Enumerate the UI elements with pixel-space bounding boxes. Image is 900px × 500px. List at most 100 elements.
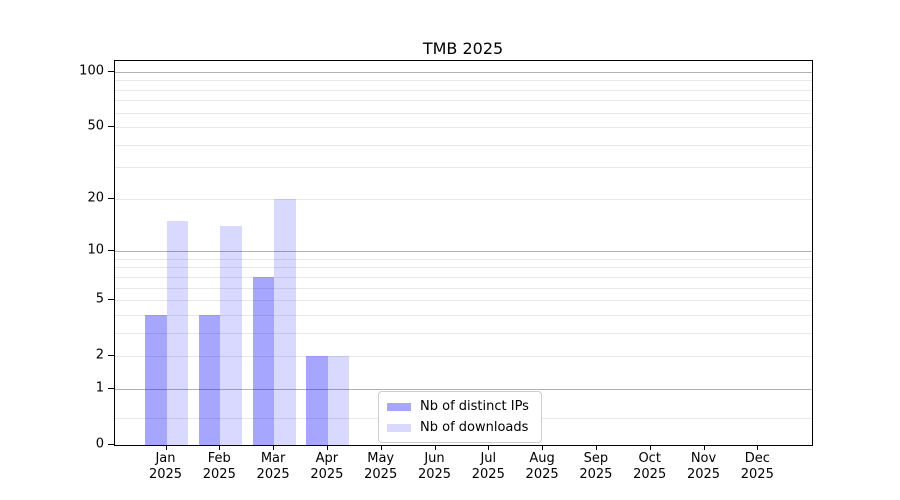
x-tick-year: 2025 xyxy=(525,467,559,482)
y-tick-label: 50 xyxy=(87,118,104,134)
y-tick-label: 2 xyxy=(95,347,104,363)
x-tick-month: Jan xyxy=(155,451,176,466)
x-tick-label: Nov 2025 xyxy=(674,451,734,483)
x-tick-mark xyxy=(595,445,597,450)
legend: Nb of distinct IPs Nb of downloads xyxy=(378,391,542,443)
x-tick-year: 2025 xyxy=(310,467,344,482)
x-tick-label: Jul 2025 xyxy=(458,451,518,483)
x-tick-year: 2025 xyxy=(256,467,290,482)
x-tick-month: Dec xyxy=(744,451,770,466)
x-tick-mark xyxy=(488,445,490,450)
x-tick-mark xyxy=(165,445,167,450)
x-tick-year: 2025 xyxy=(633,467,667,482)
bar-apr-distinct-ips xyxy=(306,356,328,445)
legend-entry: Nb of downloads xyxy=(387,420,529,435)
x-tick-label: Aug 2025 xyxy=(512,451,572,483)
x-tick-month: Mar xyxy=(260,451,286,466)
y-tick-mark xyxy=(108,299,114,301)
x-tick-label: Oct 2025 xyxy=(620,451,680,483)
y-minor-gridline xyxy=(115,80,812,82)
y-major-gridline xyxy=(115,71,812,73)
x-tick-month: Apr xyxy=(315,451,339,466)
x-tick-year: 2025 xyxy=(148,467,183,482)
y-tick-label: 100 xyxy=(79,63,104,79)
x-tick-label: Feb 2025 xyxy=(189,451,249,483)
x-tick-year: 2025 xyxy=(579,467,613,482)
x-tick-mark xyxy=(380,445,382,450)
bar-jan-downloads xyxy=(166,220,188,445)
bar-feb-downloads xyxy=(220,226,242,445)
x-tick-mark xyxy=(757,445,759,450)
x-tick-month: Nov xyxy=(690,451,717,466)
x-tick-label: Dec 2025 xyxy=(727,451,787,483)
x-tick-label: May 2025 xyxy=(351,451,411,483)
legend-entry: Nb of distinct IPs xyxy=(387,399,529,414)
x-tick-mark xyxy=(703,445,705,450)
legend-swatch xyxy=(387,423,411,432)
legend-label: Nb of distinct IPs xyxy=(420,399,529,414)
y-minor-gridline xyxy=(115,314,812,316)
bar-jan-distinct-ips xyxy=(145,314,167,445)
y-major-gridline xyxy=(115,251,812,252)
bar-mar-distinct-ips xyxy=(252,276,275,445)
y-tick-mark xyxy=(108,70,114,72)
x-tick-mark xyxy=(273,445,275,450)
x-tick-month: May xyxy=(367,451,395,466)
y-minor-gridline xyxy=(115,198,812,200)
y-minor-gridline xyxy=(115,276,812,278)
y-minor-gridline xyxy=(115,267,812,269)
x-tick-month: Sep xyxy=(583,451,609,466)
x-tick-mark xyxy=(434,445,436,450)
y-minor-gridline xyxy=(115,100,812,102)
x-tick-month: Aug xyxy=(529,451,555,466)
y-minor-gridline xyxy=(115,356,812,358)
y-minor-gridline xyxy=(115,258,812,260)
y-minor-gridline xyxy=(115,332,812,334)
legend-label: Nb of downloads xyxy=(420,420,529,435)
x-tick-year: 2025 xyxy=(471,467,505,482)
y-tick-mark xyxy=(108,126,114,127)
y-tick-label: 10 xyxy=(87,242,104,258)
bar-feb-distinct-ips xyxy=(198,314,221,445)
x-tick-mark xyxy=(219,445,221,450)
y-minor-gridline xyxy=(115,144,812,146)
x-tick-mark xyxy=(649,445,651,450)
y-major-gridline xyxy=(115,388,812,390)
x-tick-label: Jun 2025 xyxy=(405,451,465,483)
bar-mar-downloads xyxy=(274,198,296,445)
y-minor-gridline xyxy=(115,112,812,114)
x-tick-year: 2025 xyxy=(417,467,452,482)
y-minor-gridline xyxy=(115,167,812,169)
y-tick-label: 1 xyxy=(95,380,104,396)
y-tick-mark xyxy=(108,250,114,251)
plot-area xyxy=(114,60,813,446)
y-minor-gridline xyxy=(115,127,812,128)
x-tick-mark xyxy=(542,445,544,450)
y-tick-mark xyxy=(108,387,114,389)
x-tick-month: Jul xyxy=(480,451,497,466)
y-tick-label: 20 xyxy=(87,190,104,206)
y-tick-label: 5 xyxy=(95,291,104,307)
legend-swatch xyxy=(387,402,411,411)
x-tick-month: Jun xyxy=(424,451,445,466)
y-tick-mark xyxy=(108,444,114,445)
x-tick-label: Apr 2025 xyxy=(297,451,357,483)
x-tick-month: Oct xyxy=(638,451,661,466)
x-tick-year: 2025 xyxy=(740,467,774,482)
x-tick-year: 2025 xyxy=(364,467,398,482)
x-tick-label: Jan 2025 xyxy=(136,451,196,483)
y-tick-mark xyxy=(108,355,114,357)
chart-title: TMB 2025 xyxy=(422,39,504,58)
x-tick-year: 2025 xyxy=(686,467,721,482)
bar-apr-downloads xyxy=(327,356,350,445)
x-tick-label: Mar 2025 xyxy=(243,451,303,483)
y-minor-gridline xyxy=(115,89,812,91)
y-minor-gridline xyxy=(115,287,812,289)
y-tick-label: 0 xyxy=(95,436,104,452)
y-tick-mark xyxy=(108,197,114,199)
x-tick-year: 2025 xyxy=(202,467,236,482)
x-tick-mark xyxy=(326,445,328,450)
x-tick-month: Feb xyxy=(207,451,231,466)
y-minor-gridline xyxy=(115,300,812,302)
